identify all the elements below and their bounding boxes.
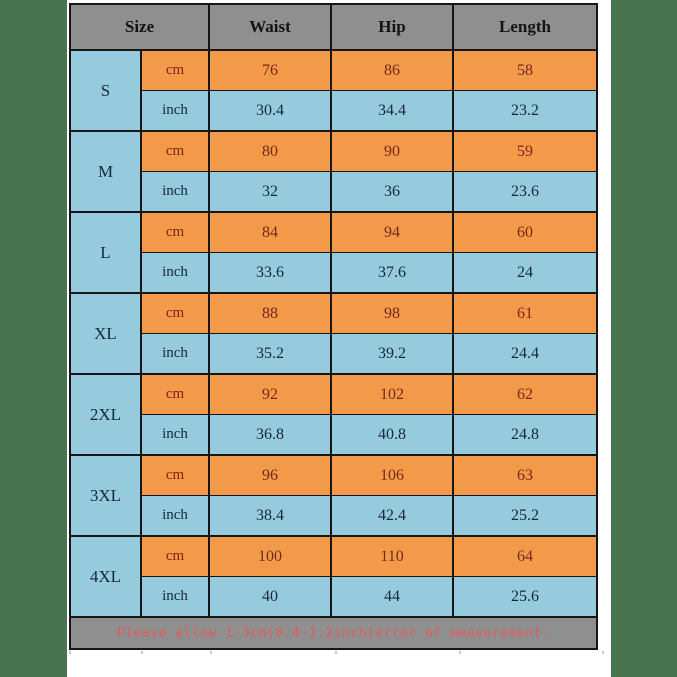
waist-value: 84 [208,211,332,253]
row-3xl-inch: inch 38.4 42.4 25.2 [70,495,598,537]
hip-value: 94 [330,211,454,253]
length-value: 58 [452,49,598,91]
row-4xl-inch: inch 40 44 25.6 [70,576,598,618]
row-l-cm: L cm 84 94 60 [69,211,598,294]
length-value: 60 [452,211,598,253]
unit-label-inch: inch [140,414,210,456]
unit-label-inch: inch [140,495,210,537]
waist-value: 40 [208,576,332,618]
waist-value: 88 [208,292,332,334]
size-chart-table: Size Waist Hip Length S cm 76 86 58 inch… [69,3,598,650]
row-l-inch: inch 33.6 37.6 24 [70,252,598,294]
size-label: 2XL [69,373,142,456]
length-value: 59 [452,130,598,172]
unit-label-cm: cm [140,535,210,577]
header-size: Size [69,3,210,51]
row-xl-cm: XL cm 88 98 61 [69,292,598,375]
footer-row: Please allow 1-3cm(0.4-1.2inch)error of … [69,616,598,650]
length-value: 24.8 [452,414,598,456]
size-label: 3XL [69,454,142,537]
waist-value: 80 [208,130,332,172]
header-row: Size Waist Hip Length [69,3,598,51]
unit-label-cm: cm [140,373,210,415]
unit-label-cm: cm [140,454,210,496]
row-2xl-inch: inch 36.8 40.8 24.8 [70,414,598,456]
unit-label-inch: inch [140,576,210,618]
length-value: 64 [452,535,598,577]
size-label: L [69,211,142,294]
header-waist: Waist [208,3,332,51]
size-label: S [69,49,142,132]
waist-value: 92 [208,373,332,415]
hip-value: 44 [330,576,454,618]
unit-label-inch: inch [140,252,210,294]
hip-value: 42.4 [330,495,454,537]
waist-value: 96 [208,454,332,496]
hip-value: 37.6 [330,252,454,294]
length-value: 23.6 [452,171,598,213]
hip-value: 110 [330,535,454,577]
length-value: 63 [452,454,598,496]
waist-value: 36.8 [208,414,332,456]
unit-label-inch: inch [140,90,210,132]
waist-value: 100 [208,535,332,577]
cropped-next-row-strip [69,650,604,656]
waist-value: 30.4 [208,90,332,132]
unit-label-cm: cm [140,49,210,91]
header-hip: Hip [330,3,454,51]
unit-label-cm: cm [140,211,210,253]
hip-value: 34.4 [330,90,454,132]
waist-value: 76 [208,49,332,91]
size-label: M [69,130,142,213]
size-label: XL [69,292,142,375]
hip-value: 98 [330,292,454,334]
hip-value: 102 [330,373,454,415]
length-value: 24 [452,252,598,294]
row-m-cm: M cm 80 90 59 [69,130,598,213]
waist-value: 35.2 [208,333,332,375]
unit-label-inch: inch [140,171,210,213]
hip-value: 90 [330,130,454,172]
waist-value: 33.6 [208,252,332,294]
size-label: 4XL [69,535,142,618]
row-2xl-cm: 2XL cm 92 102 62 [69,373,598,456]
row-s-inch: inch 30.4 34.4 23.2 [70,90,598,132]
length-value: 62 [452,373,598,415]
unit-label-cm: cm [140,130,210,172]
row-xl-inch: inch 35.2 39.2 24.4 [70,333,598,375]
length-value: 61 [452,292,598,334]
waist-value: 32 [208,171,332,213]
length-value: 23.2 [452,90,598,132]
measurement-note: Please allow 1-3cm(0.4-1.2inch)error of … [69,616,598,650]
row-3xl-cm: 3XL cm 96 106 63 [69,454,598,537]
waist-value: 38.4 [208,495,332,537]
unit-label-inch: inch [140,333,210,375]
length-value: 25.2 [452,495,598,537]
row-4xl-cm: 4XL cm 100 110 64 [69,535,598,618]
row-s-cm: S cm 76 86 58 [69,49,598,132]
hip-value: 106 [330,454,454,496]
header-length: Length [452,3,598,51]
length-value: 25.6 [452,576,598,618]
hip-value: 86 [330,49,454,91]
hip-value: 40.8 [330,414,454,456]
row-m-inch: inch 32 36 23.6 [70,171,598,213]
unit-label-cm: cm [140,292,210,334]
hip-value: 39.2 [330,333,454,375]
hip-value: 36 [330,171,454,213]
size-chart-panel: Size Waist Hip Length S cm 76 86 58 inch… [67,0,611,677]
length-value: 24.4 [452,333,598,375]
